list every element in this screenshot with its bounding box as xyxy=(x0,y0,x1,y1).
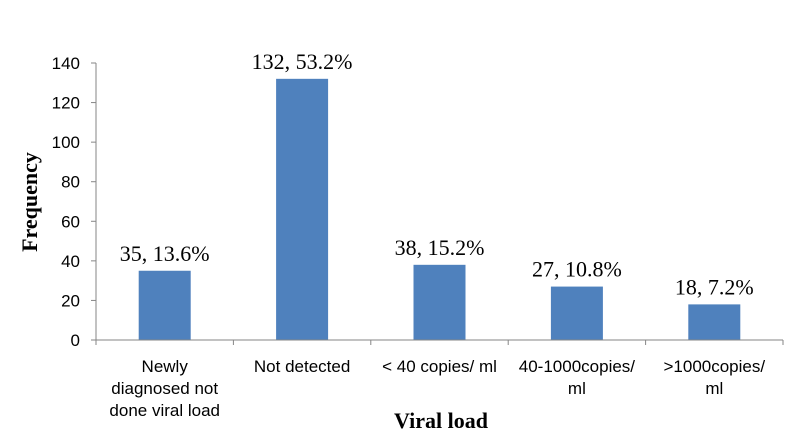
x-category-label: < 40 copies/ ml xyxy=(382,357,497,376)
x-category-label-line: ml xyxy=(568,379,586,398)
bar-data-label: 38, 15.2% xyxy=(395,235,485,260)
x-category-label: Newly diagnosed not done viral load xyxy=(109,357,220,420)
x-category-label-line: done viral load xyxy=(109,401,220,420)
bar xyxy=(138,270,191,340)
x-category-label-line: 40-1000copies/ xyxy=(519,357,636,376)
bars xyxy=(138,78,741,340)
bar xyxy=(413,264,466,340)
y-tick-label: 100 xyxy=(52,133,80,152)
y-tick-label: 60 xyxy=(61,212,80,231)
x-axis-category-labels: Newly diagnosed not done viral load Not det… xyxy=(109,357,765,420)
y-tick-label: 80 xyxy=(61,173,80,192)
x-category-label-line: < 40 copies/ ml xyxy=(382,357,497,376)
bar-data-label: 35, 13.6% xyxy=(120,241,210,266)
x-category-label: Not detected xyxy=(254,357,350,376)
x-category-label-line: Newly xyxy=(142,357,189,376)
x-category-label: >1000copies/ml xyxy=(663,357,765,398)
y-axis-title: Frequency xyxy=(17,152,42,252)
bar xyxy=(276,78,329,340)
y-tick-label: 0 xyxy=(71,331,80,350)
bar xyxy=(688,304,741,340)
bar-data-label: 132, 53.2% xyxy=(252,49,353,74)
x-axis-title: Viral load xyxy=(394,408,488,433)
bar xyxy=(550,286,603,340)
y-tick-label: 40 xyxy=(61,252,80,271)
y-axis-ticks: 0 20 40 60 80 100 120 140 xyxy=(52,54,784,350)
bar-data-label: 27, 10.8% xyxy=(532,257,622,282)
bar-data-label: 18, 7.2% xyxy=(675,274,754,299)
y-tick-label: 20 xyxy=(61,291,80,310)
x-category-label-line: diagnosed not xyxy=(111,379,218,398)
x-category-label-line: >1000copies/ xyxy=(663,357,765,376)
y-tick-label: 120 xyxy=(52,94,80,113)
x-category-label-line: ml xyxy=(705,379,723,398)
y-tick-label: 140 xyxy=(52,54,80,73)
data-labels: 35, 13.6% 132, 53.2% 38, 15.2% 27, 10.8% 18,… xyxy=(120,49,754,300)
x-category-label-line: Not detected xyxy=(254,357,350,376)
x-category-label: 40-1000copies/ml xyxy=(519,357,636,398)
